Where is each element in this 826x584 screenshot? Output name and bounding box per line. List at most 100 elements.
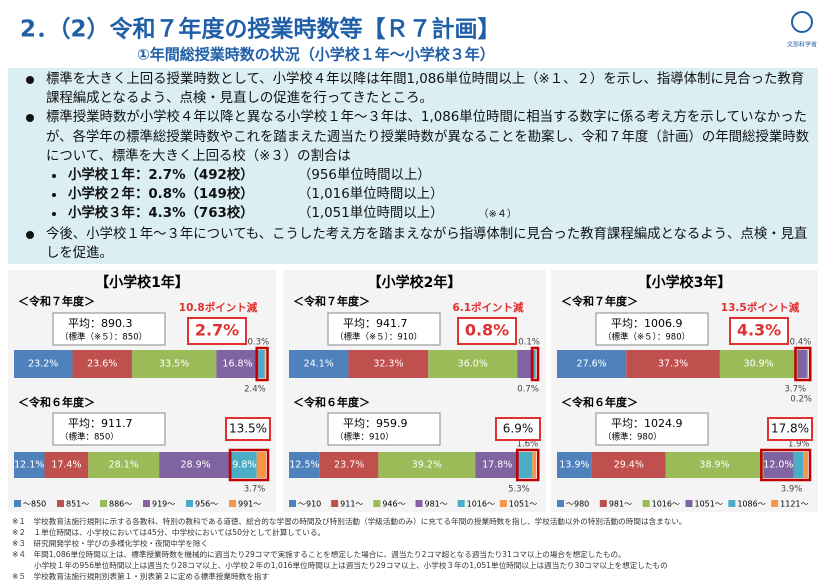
value-label: 3.9% <box>781 485 803 495</box>
bullet: 標準授業時数が小学校４年以降と異なる小学校１年～３年は、1,086単位時間に相当… <box>24 108 810 166</box>
value-label: 30.9% <box>744 359 774 370</box>
sub-item: 小学校２年：0.8%（149校） （1,016単位時間以上） <box>24 185 810 204</box>
year-label: ＜令和７年度＞ <box>293 294 370 308</box>
standard: （標準：980） <box>603 432 662 443</box>
item-label: 小学校１年：2.7%（492校） <box>68 168 254 184</box>
summary-box: 標準を大きく上回る授業時数として、小学校４年以降は年間1,086単位時間以上（※… <box>8 68 818 264</box>
legend-label: 851～ <box>66 500 89 509</box>
legend-swatch <box>229 500 236 507</box>
standard: （標準：850） <box>60 432 119 443</box>
value-label: 17.8% <box>482 460 512 471</box>
value-label: 37.3% <box>658 359 688 370</box>
bar-segment <box>557 452 592 478</box>
bar-segment <box>807 350 809 378</box>
value-label: 1.9% <box>788 440 810 450</box>
legend-swatch <box>289 500 296 507</box>
average-box <box>327 312 441 346</box>
item-label: 小学校３年：4.3%（763校） <box>68 206 254 222</box>
bullet: 今後、小学校１年～３年についても、こうした考え方を踏まえながら指導体制に見合った… <box>24 225 810 263</box>
legend-label: 1121～ <box>780 500 808 509</box>
value-label: 12.1% <box>14 460 44 471</box>
bar-segment <box>44 452 89 478</box>
legend-swatch <box>499 500 507 507</box>
standard: （標準（※５）：980） <box>603 332 690 343</box>
bar-segment <box>557 350 627 378</box>
average-box <box>52 312 166 346</box>
bar-segment <box>763 452 794 478</box>
bar-segment <box>159 452 232 478</box>
average-box <box>595 412 709 446</box>
footnote: ※５ 学校教育法施行規則別表第１・別表第２に定める標準授業時数を指す <box>12 571 269 581</box>
value-label: 13.9% <box>559 460 589 471</box>
bar-segment <box>216 350 259 378</box>
legend-label: ～850 <box>23 500 46 509</box>
value-label: 9.8% <box>232 460 256 471</box>
highlight-box <box>729 317 789 345</box>
value-label: 0.7% <box>517 385 539 395</box>
year-label: ＜令和７年度＞ <box>561 294 638 308</box>
callout: 13.5ポイント減 <box>721 301 800 314</box>
bar-segment <box>797 350 807 378</box>
highlight-label: 13.5% <box>229 422 267 436</box>
highlight-label: 17.8% <box>771 422 809 436</box>
value-label: 0.4% <box>790 338 812 348</box>
bullet-text: 標準授業時数が小学校４年以降と異なる小学校１年～３年は、1,086単位時間に相当… <box>46 110 809 164</box>
title: 2．（2）令和７年度の授業時数等【Ｒ７計画】 <box>20 16 501 43</box>
bar-segment <box>88 452 160 478</box>
legend-label: 911～ <box>340 500 363 509</box>
year-label: ＜令和６年度＞ <box>18 395 95 409</box>
legend-swatch <box>771 500 779 507</box>
bar-segment <box>665 452 764 478</box>
year-label: ＜令和６年度＞ <box>293 395 370 409</box>
highlight-box <box>187 317 247 345</box>
legend-swatch <box>373 500 381 507</box>
legend-swatch <box>100 500 107 507</box>
legend-swatch <box>14 500 21 507</box>
legend-swatch <box>642 500 650 507</box>
legend-label: 1016～ <box>467 500 495 509</box>
subtitle: ①年間総授業時数の状況（小学校１年～小学校３年） <box>137 46 495 64</box>
value-label: 12.0% <box>763 460 793 471</box>
legend-label: 886～ <box>109 500 132 509</box>
footnote: ※４ 年間1,086単位時間以上は、標準授業時数を機械的に週当たり29コマで実施… <box>12 549 626 559</box>
legend-swatch <box>57 500 64 507</box>
average: 平均：890.3 <box>68 317 133 330</box>
standard: （標準（※５）：910） <box>335 332 422 343</box>
value-label: 12.5% <box>289 460 319 471</box>
bar-segment <box>534 350 536 378</box>
value-label: 24.1% <box>304 359 334 370</box>
average: 平均：1024.9 <box>611 417 683 430</box>
highlight-label: 6.9% <box>503 422 534 436</box>
legend-swatch <box>457 500 465 507</box>
legend-label: ～980 <box>566 500 589 509</box>
bar-segment <box>319 452 379 478</box>
item-note: （※４） <box>483 209 517 221</box>
value-label: 36.0% <box>458 359 488 370</box>
highlight-label: 2.7% <box>195 321 239 340</box>
value-label: 38.9% <box>699 460 729 471</box>
value-label: 23.7% <box>334 460 364 471</box>
legend-label: 981～ <box>609 500 632 509</box>
bar-segment <box>626 350 720 378</box>
highlight-outline <box>228 448 270 482</box>
bar-segment <box>378 452 476 478</box>
highlight-outline <box>530 346 540 382</box>
average-box <box>327 412 441 446</box>
bar-segment <box>14 452 45 478</box>
value-label: 23.6% <box>87 359 117 370</box>
panel-title: 【小学校1年】 <box>95 274 189 291</box>
legend-label: 991～ <box>238 500 261 509</box>
bar-segment <box>348 350 429 378</box>
legend-swatch <box>331 500 339 507</box>
legend-swatch <box>685 500 693 507</box>
bar-segment <box>131 350 217 378</box>
value-label: 0.1% <box>518 338 540 348</box>
sub-item: 小学校１年：2.7%（492校） （956単位時間以上） <box>24 166 810 185</box>
legend-swatch <box>415 500 423 507</box>
legend-swatch <box>557 500 564 507</box>
highlight-outline <box>760 448 812 482</box>
average: 平均：911.7 <box>68 417 133 430</box>
legend-label: ～910 <box>298 500 321 509</box>
